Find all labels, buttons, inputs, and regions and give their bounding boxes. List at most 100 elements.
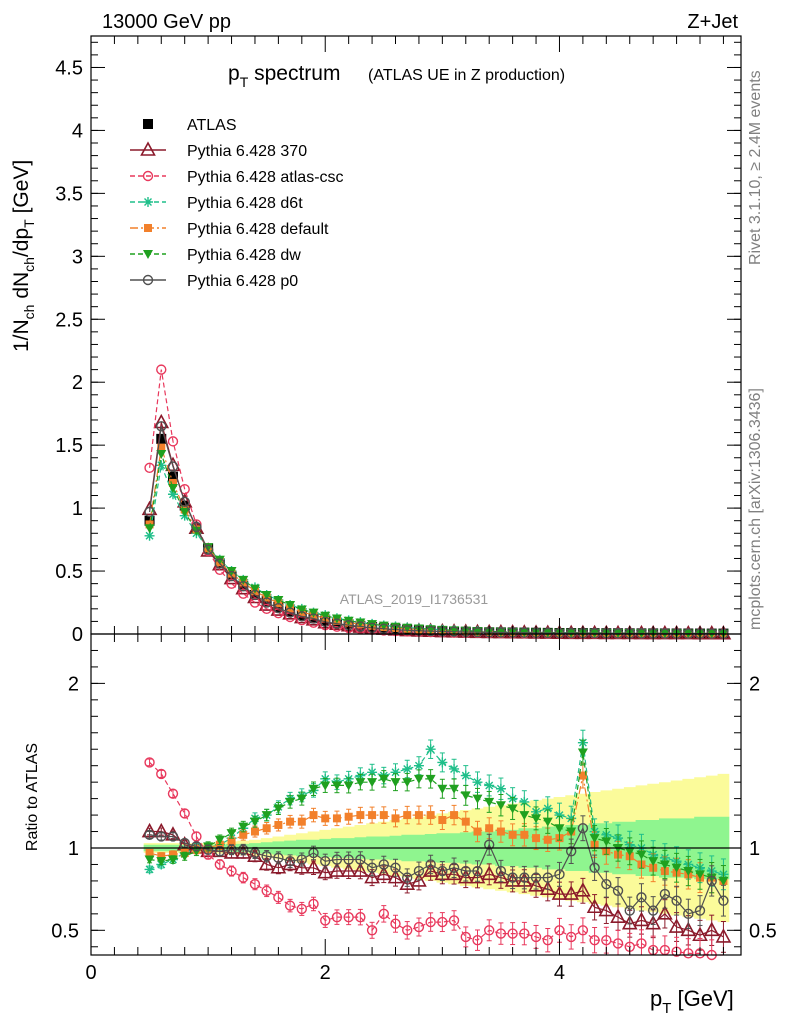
ratio-data-point (543, 835, 552, 844)
main-data-point (238, 588, 249, 599)
ratio-data-point (261, 885, 272, 896)
main-data-point (367, 620, 378, 630)
ratio-data-point (450, 811, 459, 820)
ratio-data-point (273, 892, 284, 903)
ratio-data-point (296, 854, 308, 865)
ratio-data-point (601, 837, 612, 847)
ratio-data-point (144, 757, 155, 768)
ratio-data-point (156, 768, 167, 780)
ratio-data-point (495, 801, 506, 811)
ratio-data-point (399, 875, 416, 891)
legend-marker (140, 141, 156, 156)
ratio-y-tick-label: 0.5 (51, 920, 79, 942)
ratio-data-point (144, 829, 155, 841)
ratio-data-point (356, 811, 365, 820)
ratio-data-point (472, 794, 483, 804)
main-data-point (165, 456, 181, 472)
main-data-point (284, 607, 296, 618)
ratio-data-point (532, 834, 541, 843)
main-data-point (179, 496, 190, 508)
legend-entry: Pythia 6.428 atlas-csc (130, 169, 344, 186)
ratio-data-point (320, 915, 331, 926)
ratio-data-point (214, 859, 226, 870)
ratio-data-point (425, 916, 436, 928)
ratio-data-point (331, 854, 343, 865)
main-y-tick-label: 3.5 (55, 183, 83, 205)
ratio-data-point (496, 827, 505, 836)
ratio-data-point (235, 844, 252, 859)
main-y-axis-label: 1/Nch dNch/dpT [GeV] (10, 160, 37, 352)
main-data-point (612, 628, 624, 639)
ratio-data-point (270, 859, 287, 874)
ratio-data-point (633, 911, 650, 927)
ratio-y-axis-label: Ratio to ATLAS (24, 743, 41, 851)
legend-entry: Pythia 6.428 370 (130, 141, 307, 160)
ratio-data-point (659, 888, 671, 900)
ratio-data-point (425, 744, 436, 755)
ratio-data-point (647, 905, 659, 916)
ratio-data-point (484, 797, 495, 807)
ratio-data-point (344, 812, 353, 821)
main-data-point (223, 569, 240, 585)
main-data-point (331, 618, 343, 629)
main-y-tick-label: 1.5 (55, 435, 83, 457)
ratio-data-point (668, 918, 685, 933)
ratio-data-point (520, 830, 529, 839)
legend-marker (143, 197, 153, 207)
analysis-id-label: ATLAS_2019_I1736531 (340, 591, 489, 607)
ratio-data-point (589, 862, 600, 873)
ratio-data-point (168, 850, 177, 859)
legend-marker (143, 119, 153, 129)
ratio-data-point (448, 862, 460, 873)
main-data-point (355, 621, 366, 632)
ratio-data-point (565, 846, 577, 857)
legend-marker (144, 224, 152, 232)
ratio-data-point (273, 852, 284, 864)
ratio-data-point (214, 835, 225, 845)
ratio-data-point (366, 862, 378, 873)
ratio-y-axis: 0.5 0.5 1 1 2 2 (51, 649, 777, 948)
ratio-data-point (460, 770, 471, 781)
main-data-point (167, 436, 179, 447)
ratio-data-point (577, 748, 588, 758)
ratio-data-point (530, 931, 542, 943)
ratio-data-point (379, 811, 388, 820)
ratio-data-point (308, 898, 319, 910)
ratio-data-point (648, 857, 659, 867)
main-series-atlas (144, 433, 729, 639)
ratio-data-point (355, 854, 366, 865)
ratio-data-point (352, 862, 369, 877)
ratio-data-point (321, 814, 330, 823)
ratio-data-point (554, 869, 565, 880)
ratio-data-point (589, 934, 600, 946)
ratio-data-point (715, 928, 732, 943)
ratio-data-point (460, 865, 471, 877)
ratio-data-point (144, 864, 155, 875)
ratio-data-point (249, 817, 260, 827)
ratio-data-point (495, 928, 507, 939)
main-data-point (282, 605, 298, 620)
main-y-tick-label: 2 (72, 372, 83, 394)
ratio-data-point (683, 908, 694, 920)
main-data-point (249, 597, 261, 608)
main-data-point (144, 506, 155, 518)
ratio-data-point (202, 844, 214, 855)
ratio-data-point (425, 859, 436, 870)
legend: ATLAS Pythia 6.428 370 Pythia 6.428 atlas-… (130, 117, 344, 290)
ratio-data-point (645, 915, 662, 930)
ratio-plot-frame (90, 633, 742, 956)
ratio-data-point (542, 817, 553, 827)
ratio-data-point (343, 911, 354, 923)
ratio-data-point (659, 860, 670, 870)
ratio-data-point (554, 925, 565, 936)
ratio-y-tick-label: 1 (68, 838, 79, 860)
main-y-tick-label: 1 (72, 498, 83, 520)
ratio-data-point (438, 816, 447, 825)
ratio-data-point (519, 796, 530, 807)
ratio-data-point (586, 898, 603, 914)
ratio-data-point (332, 814, 341, 823)
main-data-point (249, 589, 261, 601)
ratio-data-point (706, 875, 717, 887)
ratio-series-line (149, 761, 724, 956)
ratio-data-point (624, 847, 635, 857)
